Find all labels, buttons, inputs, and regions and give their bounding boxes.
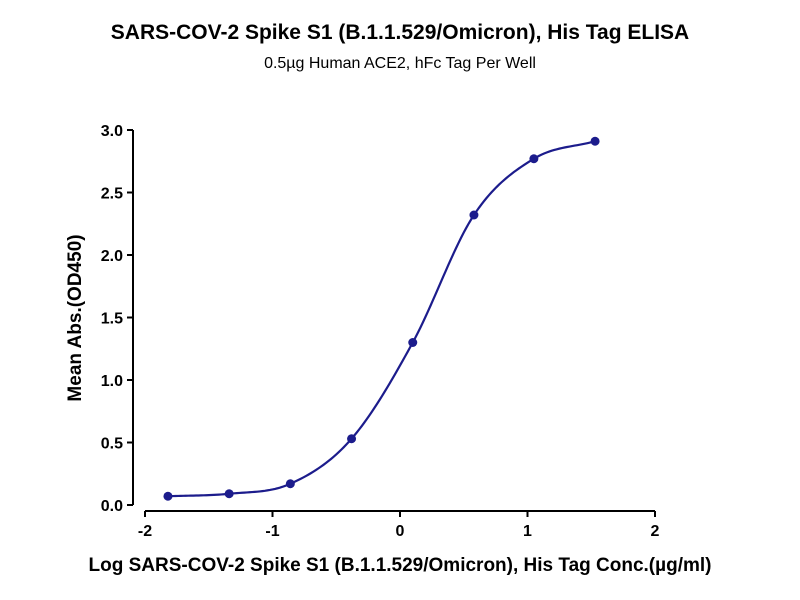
y-tick-label: 1.5 xyxy=(101,311,123,328)
data-point xyxy=(347,434,357,444)
data-point xyxy=(285,479,295,489)
x-tick-label: 1 xyxy=(523,523,532,540)
x-tick-label: 0 xyxy=(396,523,405,540)
y-tick-label: 0.0 xyxy=(101,498,123,515)
tick-marks xyxy=(127,129,656,517)
chart-title: SARS-COV-2 Spike S1 (B.1.1.529/Omicron),… xyxy=(111,21,689,44)
y-tick-label: 1.0 xyxy=(101,373,123,390)
y-tick-label: 2.5 xyxy=(101,186,123,203)
x-tick-label: -1 xyxy=(265,523,279,540)
x-tick-label: 2 xyxy=(651,523,660,540)
data-point xyxy=(408,338,418,347)
x-axis-label: Log SARS-COV-2 Spike S1 (B.1.1.529/Omicr… xyxy=(89,555,712,576)
data-point xyxy=(529,154,539,164)
data-point xyxy=(163,491,173,501)
x-tick-label: -2 xyxy=(138,523,152,540)
chart-subtitle: 0.5µg Human ACE2, hFc Tag Per Well xyxy=(264,55,536,72)
axes xyxy=(132,130,655,512)
data-points xyxy=(163,136,600,501)
y-tick-label: 0.5 xyxy=(101,436,123,453)
y-tick-label: 2.0 xyxy=(101,248,123,265)
data-point xyxy=(224,489,234,499)
data-point xyxy=(469,210,479,220)
tick-labels: 0.0 0.5 1.0 1.5 2.0 2.5 3.0 -2 -1 0 1 2 xyxy=(101,123,660,540)
fit-curve xyxy=(167,140,596,498)
data-point xyxy=(590,136,600,146)
y-tick-label: 3.0 xyxy=(101,123,123,140)
y-axis-label: Mean Abs.(OD450) xyxy=(65,234,86,401)
